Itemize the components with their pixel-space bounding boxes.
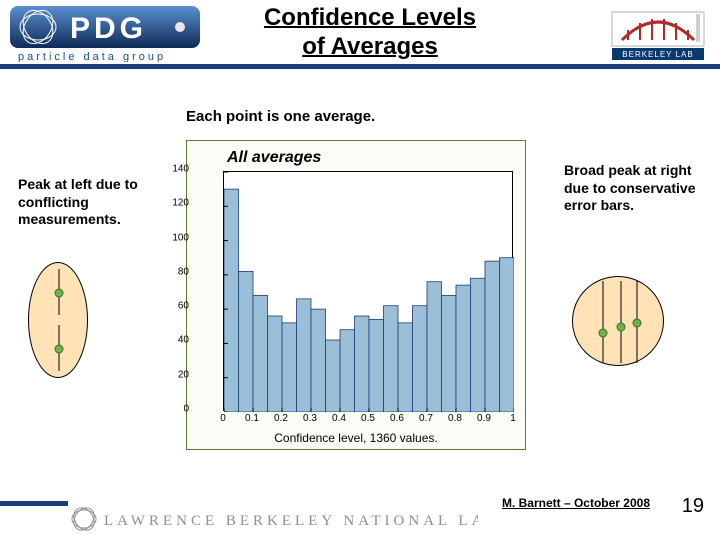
footer: LAWRENCE BERKELEY NATIONAL LABORATORY M.…: [0, 498, 720, 540]
y-tick-label: 140: [172, 164, 189, 175]
plot-area: [223, 171, 513, 411]
y-tick-label: 0: [183, 404, 189, 415]
lbnl-footer-text: LAWRENCE BERKELEY NATIONAL LABORATORY: [104, 513, 478, 529]
histogram-svg: [224, 172, 514, 412]
y-tick-label: 20: [178, 369, 189, 380]
chart-frame: All averages 020406080100120140 00.10.20…: [186, 140, 526, 450]
slide: PDG particle data group BERKELEY LAB Con…: [0, 0, 720, 540]
annotation-left: Peak at left due to conflicting measurem…: [18, 176, 158, 229]
berkeley-lab-logo: BERKELEY LAB: [610, 10, 706, 62]
x-tick-label: 0.4: [332, 413, 346, 424]
pdg-text: PDG: [70, 12, 147, 45]
data-point: [617, 323, 626, 332]
title-line-1: Confidence Levels: [220, 4, 520, 33]
data-point: [599, 329, 608, 338]
berkeley-lab-text: BERKELEY LAB: [622, 50, 693, 59]
header-rule: [0, 64, 720, 69]
pdg-subtext: particle data group: [18, 51, 166, 62]
x-tick-label: 0: [220, 413, 226, 424]
data-point: [55, 289, 64, 298]
y-tick-label: 100: [172, 232, 189, 243]
x-tick-label: 0.2: [274, 413, 288, 424]
data-point: [55, 345, 64, 354]
lbnl-footer-logo: LAWRENCE BERKELEY NATIONAL LABORATORY: [68, 504, 478, 536]
byline: M. Barnett – October 2008: [502, 496, 650, 510]
x-tick-label: 0.6: [390, 413, 404, 424]
pdg-logo: PDG particle data group: [10, 6, 200, 62]
callout-ellipse-left: [28, 262, 88, 378]
errorbar-line: [603, 281, 604, 363]
x-tick-label: 0.9: [477, 413, 491, 424]
x-axis-caption: Confidence level, 1360 values.: [187, 431, 525, 445]
x-tick-label: 0.3: [303, 413, 317, 424]
y-tick-label: 60: [178, 301, 189, 312]
footer-rule: [0, 501, 68, 506]
y-tick-label: 120: [172, 198, 189, 209]
chart-title: All averages: [227, 149, 321, 167]
page-title: Confidence Levels of Averages: [220, 4, 520, 62]
x-tick-label: 0.1: [245, 413, 259, 424]
annotation-right: Broad peak at right due to conservative …: [564, 162, 704, 215]
x-tick-label: 0.5: [361, 413, 375, 424]
callout-ellipse-right: [572, 276, 664, 366]
subtitle: Each point is one average.: [186, 108, 375, 125]
x-tick-label: 1: [510, 413, 516, 424]
y-tick-label: 80: [178, 266, 189, 277]
y-tick-label: 40: [178, 335, 189, 346]
page-number: 19: [682, 495, 704, 518]
x-tick-label: 0.8: [448, 413, 462, 424]
data-point: [633, 319, 642, 328]
header: PDG particle data group BERKELEY LAB Con…: [0, 0, 720, 76]
x-tick-label: 0.7: [419, 413, 433, 424]
title-line-2: of Averages: [220, 33, 520, 62]
